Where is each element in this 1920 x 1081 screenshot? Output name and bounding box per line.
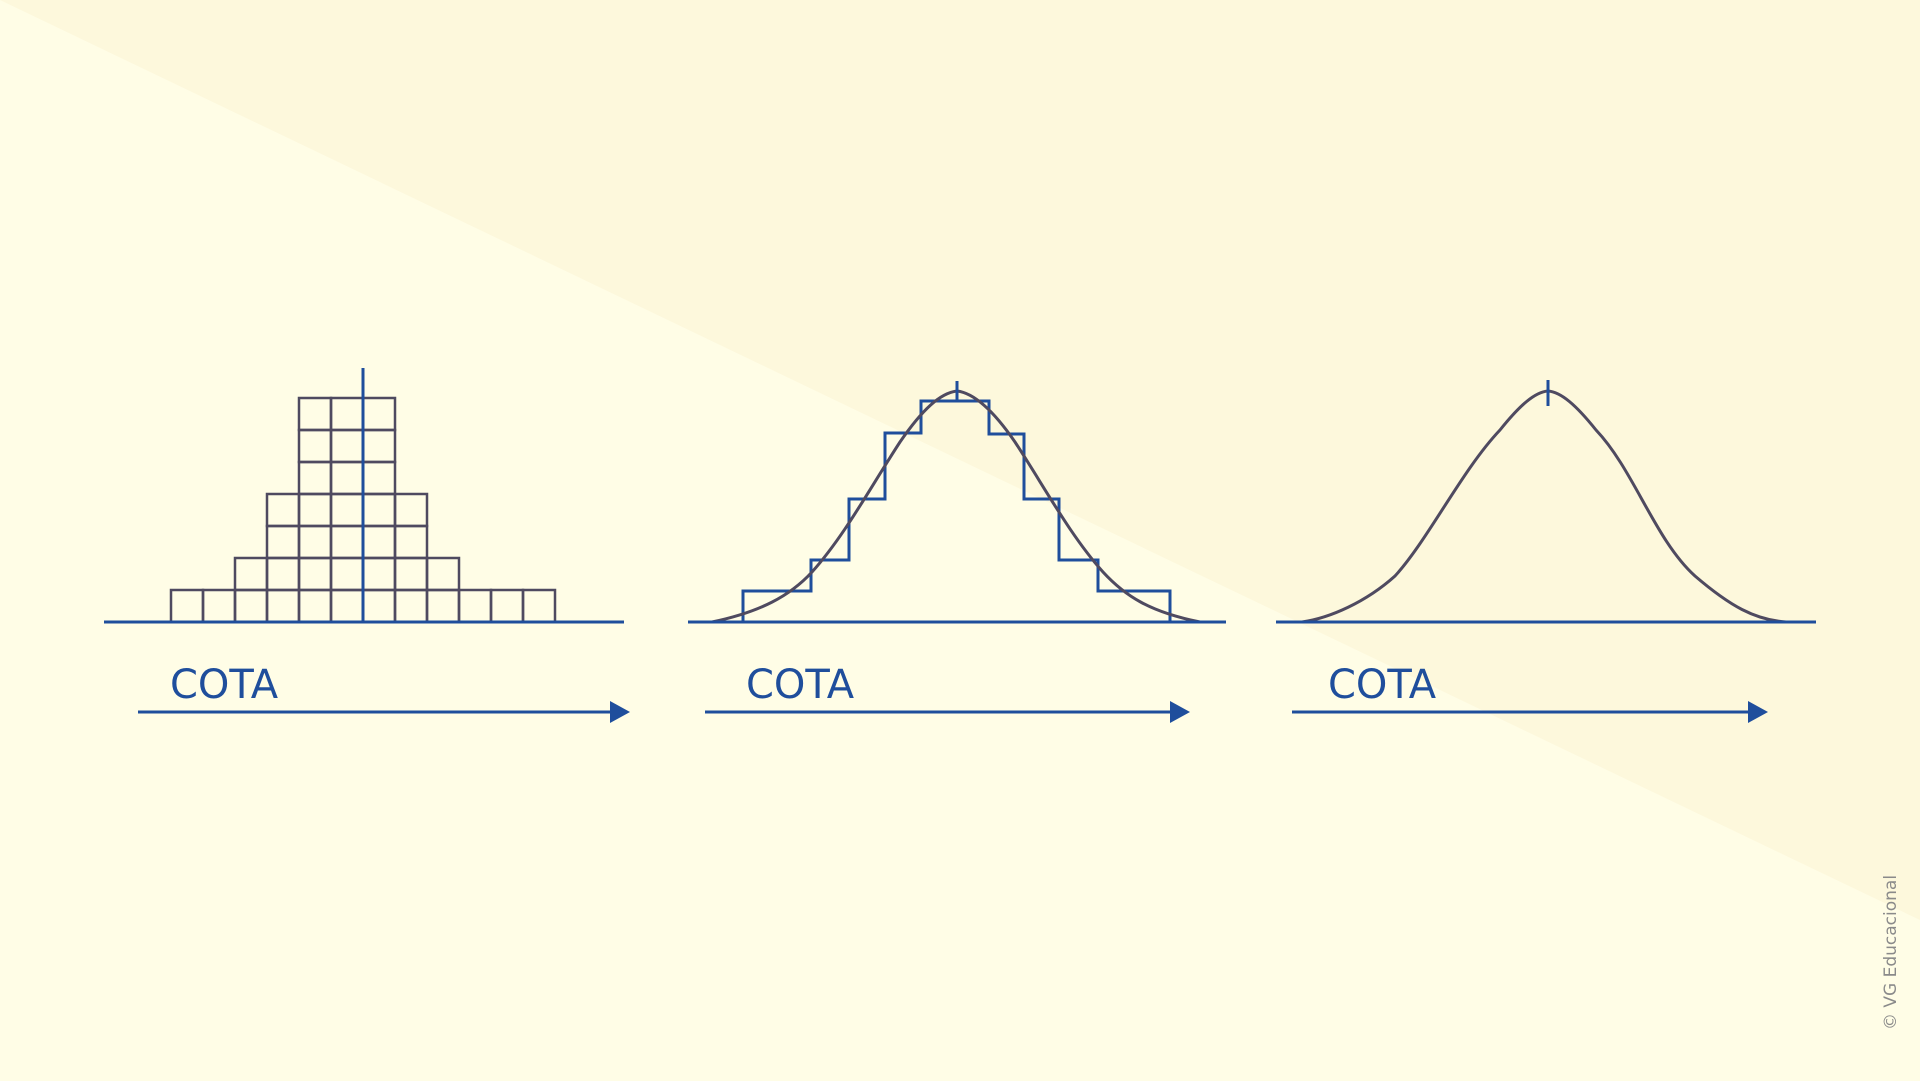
histogram-cell: [425, 556, 461, 592]
histogram-cell: [201, 588, 237, 624]
histogram-cell: [393, 492, 429, 528]
histogram-cell: [297, 460, 333, 496]
histogram-cell: [329, 428, 365, 464]
histogram-cell: [233, 556, 269, 592]
panel-histogram: COTA: [104, 368, 630, 723]
histogram-cell: [329, 396, 365, 432]
histogram-cell: [393, 556, 429, 592]
histogram-cell: [361, 460, 397, 496]
histogram-cell: [265, 492, 301, 528]
histogram-cell: [361, 492, 397, 528]
axis-label-cota-1: COTA: [170, 662, 279, 708]
axis-arrow-head-1: [610, 701, 630, 723]
axis-label-cota-2: COTA: [746, 662, 855, 708]
histogram-cell: [361, 556, 397, 592]
copyright-credit: © VG Educacional: [1881, 875, 1901, 1030]
histogram-cell: [265, 588, 301, 624]
histogram-cell: [297, 396, 333, 432]
panel-normal-curve: COTA: [1276, 380, 1816, 723]
histogram-cell: [329, 524, 365, 560]
histogram-cell: [297, 428, 333, 464]
axis-label-cota-3: COTA: [1328, 662, 1437, 708]
histogram-cell: [297, 492, 333, 528]
histogram-cell: [233, 588, 269, 624]
histogram-cell: [425, 588, 461, 624]
histogram-cell: [393, 588, 429, 624]
histogram-cell: [265, 524, 301, 560]
histogram-cell: [169, 588, 205, 624]
histogram-cell: [489, 588, 525, 624]
panel-step-curve: COTA: [688, 381, 1226, 723]
histogram-cell: [329, 492, 365, 528]
histogram-cell: [361, 524, 397, 560]
histogram-cell: [361, 428, 397, 464]
histogram-cell: [393, 524, 429, 560]
histogram-cell: [329, 460, 365, 496]
axis-arrow-head-3: [1748, 701, 1768, 723]
histogram-cell: [329, 588, 365, 624]
histogram-cell: [329, 556, 365, 592]
histogram-cell: [361, 588, 397, 624]
histogram-cell: [521, 588, 557, 624]
histogram-cell: [265, 556, 301, 592]
histogram-cell: [457, 588, 493, 624]
background-band: [0, 0, 1920, 920]
axis-arrow-head-2: [1170, 701, 1190, 723]
histogram-cell: [297, 588, 333, 624]
histogram-cell: [297, 556, 333, 592]
histogram-cell: [297, 524, 333, 560]
histogram-cell: [361, 396, 397, 432]
